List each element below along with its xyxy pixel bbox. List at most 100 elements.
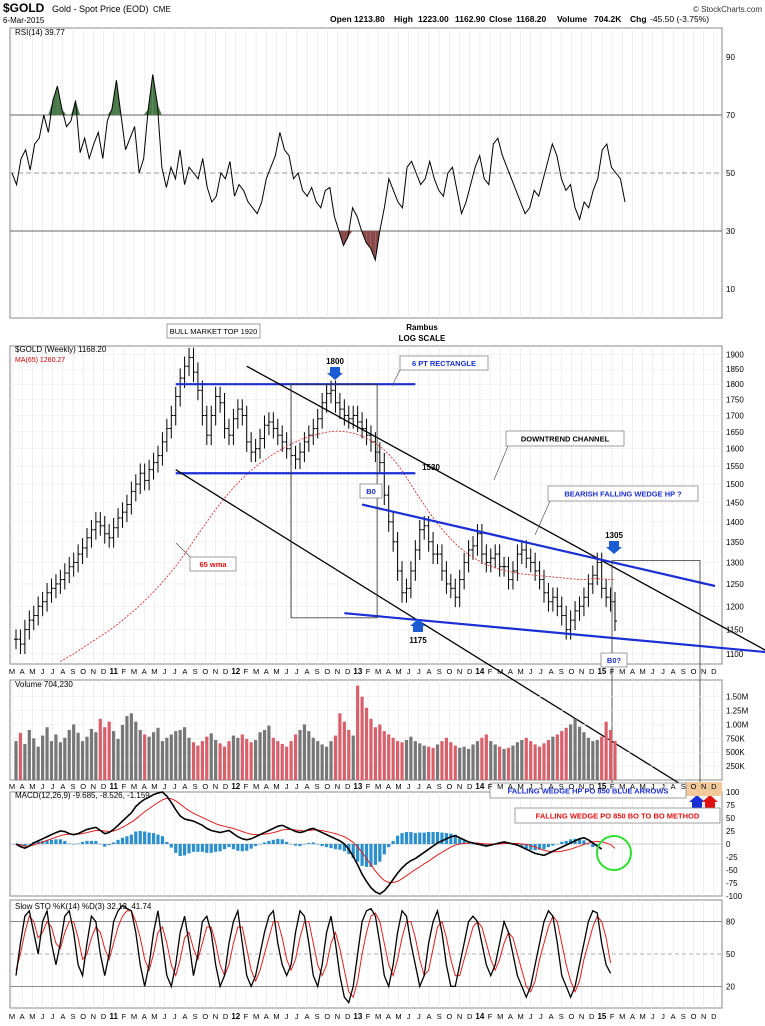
x-axis-label: 15: [597, 782, 606, 791]
close-label: Close: [489, 14, 512, 24]
macd-tick-label: 0: [726, 840, 731, 849]
stochastic-panel: 20 50 80: [10, 904, 735, 1004]
x-axis-label: 13: [353, 1012, 362, 1021]
level-1530-label: 1530: [422, 463, 440, 472]
x-axis-label: M: [375, 782, 381, 791]
rsi-overbought-fill: [157, 103, 162, 115]
x-axis-label: F: [366, 1012, 371, 1021]
panel-frame-price: [9, 345, 723, 665]
volume-bar: [378, 724, 382, 780]
macd-histogram-bar: [373, 844, 377, 865]
x-axis-label: O: [446, 782, 452, 791]
price-tick-label: 1500: [726, 480, 744, 489]
volume-bar: [41, 735, 45, 780]
x-axis-label: M: [253, 1012, 259, 1021]
x-axis-label: A: [508, 667, 513, 676]
x-axis-label: D: [223, 667, 229, 676]
level-1305-label: 1305: [605, 531, 623, 540]
x-axis-label: F: [488, 1012, 493, 1021]
volume-bar: [329, 741, 333, 780]
volume-bar: [498, 746, 502, 780]
volume-bar: [94, 732, 98, 780]
volume-bar: [271, 737, 275, 780]
volume-bar: [285, 746, 289, 780]
x-axis-label: S: [71, 782, 76, 791]
stochastic-k-line: [15, 904, 612, 1004]
macd-histogram-bar: [107, 844, 111, 846]
macd-histogram-bar: [529, 844, 533, 850]
x-axis-label: J: [539, 1012, 543, 1021]
macd-legend: MACD(12,26,9) -9.685, -8.526, -1.159: [15, 791, 150, 800]
price-tick-label: 1200: [726, 602, 744, 611]
x-axis-label: O: [324, 1012, 330, 1021]
x-axis-label: M: [640, 782, 646, 791]
x-axis-label: S: [559, 1012, 564, 1021]
low-value: 1162.90: [455, 14, 486, 24]
volume-bar: [600, 736, 604, 780]
x-axis-label: O: [691, 1012, 697, 1021]
x-axis-label: M: [151, 667, 157, 676]
macd-histogram-bar: [302, 844, 307, 845]
x-axis-label: M: [497, 782, 503, 791]
volume-bar: [311, 737, 315, 780]
x-axis-label: S: [437, 782, 442, 791]
volume-bar: [546, 740, 551, 780]
volume-bar: [613, 740, 617, 780]
x-axis-label: A: [549, 782, 554, 791]
volume-bar: [320, 744, 324, 780]
macd-tick-label: 75: [726, 801, 735, 810]
x-axis-label: O: [691, 667, 697, 676]
x-axis-label: A: [549, 667, 554, 676]
channel-lower-line: [175, 469, 691, 791]
stochastic-d-line: [15, 910, 612, 999]
svg-text:B0?: B0?: [607, 656, 622, 665]
x-axis-label: D: [711, 1012, 717, 1021]
macd-histogram-bar: [293, 844, 298, 846]
x-axis-label: M: [273, 782, 279, 791]
volume-bar: [529, 741, 533, 780]
volume-bar: [174, 731, 178, 780]
volume-bar: [209, 733, 213, 780]
x-axis-label: M: [497, 667, 503, 676]
rsi-tick-label: 10: [726, 285, 735, 294]
macd-tick-label: -50: [726, 866, 738, 875]
macd-tick-label: 50: [726, 814, 735, 823]
macd-histogram-bar: [174, 844, 178, 853]
x-axis-label: N: [579, 667, 584, 676]
x-axis-label: A: [386, 667, 391, 676]
volume-bar: [89, 728, 94, 780]
macd-histogram-bar: [564, 840, 568, 844]
volume-bar: [400, 742, 404, 780]
macd-histogram-bar: [591, 844, 595, 848]
x-axis-label: S: [681, 1012, 686, 1021]
x-axis-label: M: [619, 667, 625, 676]
price-tick-label: 1700: [726, 412, 744, 421]
volume-bar: [49, 741, 54, 780]
x-axis-label: O: [691, 782, 697, 791]
volume-bar: [236, 737, 240, 780]
macd-histogram-bar: [520, 844, 524, 848]
macd-histogram-bar: [462, 840, 466, 844]
macd-histogram-bar: [391, 840, 395, 844]
x-axis-label: N: [457, 782, 462, 791]
x-axis-label: S: [193, 667, 198, 676]
macd-histogram-bar: [342, 844, 346, 852]
x-axis-label: M: [619, 1012, 625, 1021]
x-axis-label: J: [529, 667, 533, 676]
x-axis-label: D: [711, 667, 717, 676]
macd-histogram-bar: [276, 838, 280, 844]
volume-bar: [289, 741, 293, 780]
volume-bar: [360, 696, 364, 780]
volume-bar: [555, 734, 559, 780]
x-axis-label: A: [142, 1012, 147, 1021]
x-axis-label: M: [253, 667, 259, 676]
x-axis-label: O: [80, 1012, 86, 1021]
x-axis-label: A: [427, 1012, 432, 1021]
level-1800-label: 1800: [326, 357, 344, 366]
macd-histogram-bar: [169, 844, 173, 848]
downtrend-channel-label: DOWNTREND CHANNEL: [505, 430, 625, 447]
volume-bar: [160, 741, 165, 780]
x-axis-label: J: [51, 1012, 55, 1021]
macd-histogram-bar: [356, 844, 360, 862]
